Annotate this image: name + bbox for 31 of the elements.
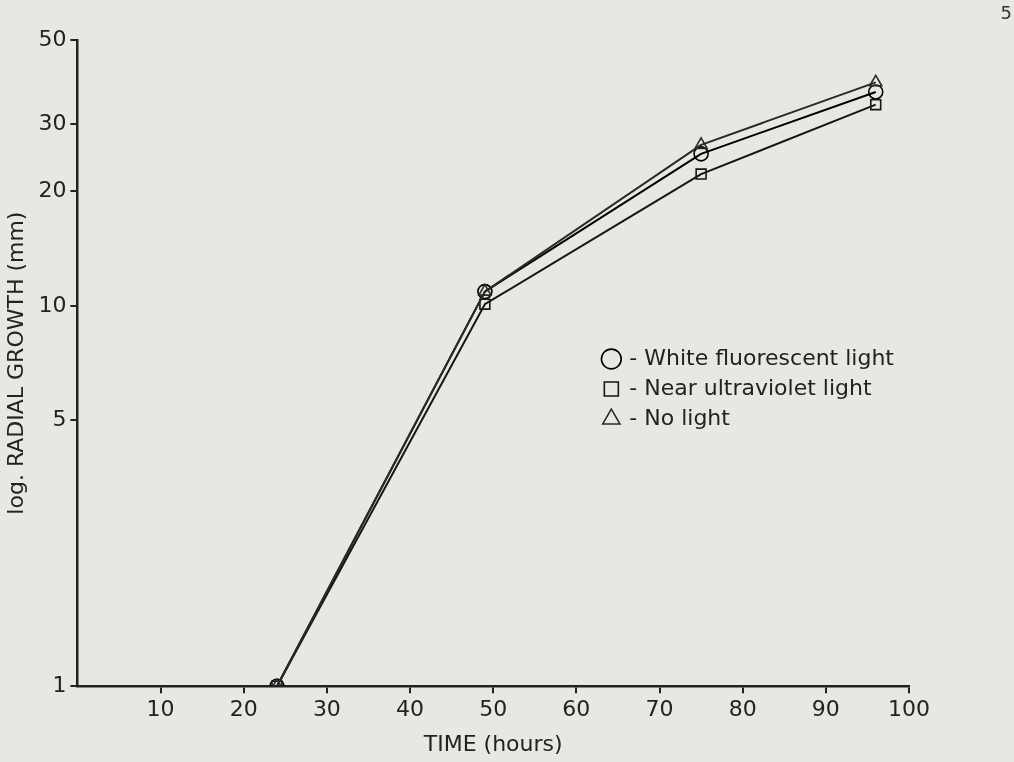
- x-tick-label: 50: [479, 696, 508, 722]
- legend-label: - No light: [629, 404, 731, 430]
- point: [695, 168, 707, 180]
- point: [867, 84, 884, 100]
- point: [693, 146, 709, 162]
- x-tick-label: 60: [562, 696, 591, 722]
- y-tick-label: 5: [52, 406, 67, 432]
- y-axis-title: log. RADIAL GROWTH (mm): [2, 211, 28, 515]
- x-tick-label: 100: [888, 696, 930, 722]
- x-tick-label: 20: [229, 696, 258, 722]
- point: [694, 137, 708, 150]
- point: [478, 283, 492, 296]
- x-tick-label: 70: [645, 696, 674, 722]
- point: [869, 98, 882, 111]
- x-tick-label: 90: [811, 696, 840, 722]
- legend-label: - Near ultraviolet light: [629, 374, 872, 400]
- y-tick-label: 20: [38, 177, 67, 203]
- y-tick-label: 10: [38, 291, 67, 317]
- y-tick-label: 30: [38, 110, 67, 136]
- text: 5: [1000, 2, 1012, 23]
- x-axis-title: TIME (hours): [422, 730, 563, 756]
- x-tick-label: 40: [396, 696, 425, 722]
- legend-label: - White fluorescent light: [629, 344, 895, 370]
- point: [868, 74, 883, 87]
- y-tick-label: 1: [52, 671, 67, 697]
- x-tick-label: 80: [728, 696, 757, 722]
- point: [479, 298, 491, 310]
- x-tick-label: 30: [312, 696, 341, 722]
- point: [477, 283, 493, 300]
- y-tick-label: 50: [38, 25, 67, 51]
- x-tick-label: 10: [146, 696, 175, 722]
